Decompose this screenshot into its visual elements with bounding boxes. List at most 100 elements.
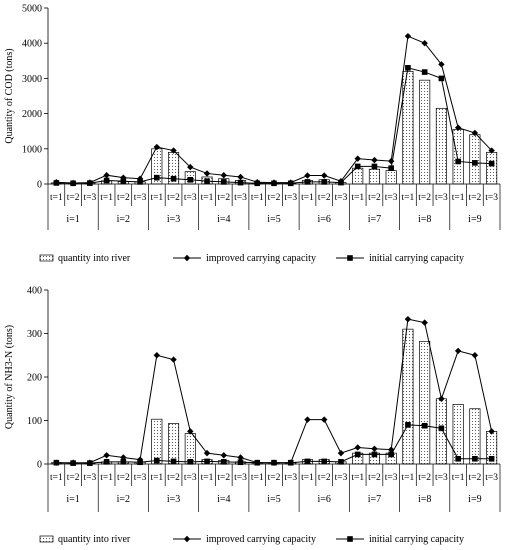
point-improved-carrying-capacity <box>354 444 361 451</box>
x-group-label: i=3 <box>167 494 180 505</box>
point-initial-carrying-capacity <box>304 179 311 185</box>
point-initial-carrying-capacity <box>170 175 177 182</box>
x-tick-label-t: t=2 <box>268 473 281 483</box>
point-initial-carrying-capacity <box>405 422 411 428</box>
x-tick-label-t: t=3 <box>435 193 448 203</box>
point-improved-carrying-capacity <box>203 170 211 177</box>
point-improved-carrying-capacity <box>237 173 244 181</box>
point-initial-carrying-capacity <box>287 459 294 466</box>
x-tick-label-t: t=2 <box>117 473 130 483</box>
x-tick-label-t: t=2 <box>268 193 281 203</box>
y-tick-label: 5000 <box>22 4 42 15</box>
point-initial-carrying-capacity <box>304 458 311 465</box>
point-initial-carrying-capacity <box>455 455 461 462</box>
point-initial-carrying-capacity <box>287 180 294 187</box>
point-improved-carrying-capacity <box>421 319 428 326</box>
point-initial-carrying-capacity <box>103 459 110 465</box>
y-tick-label: 1000 <box>22 144 42 155</box>
point-improved-carrying-capacity <box>304 416 311 423</box>
point-improved-carrying-capacity <box>387 157 395 165</box>
bar-quantity-into-river <box>435 398 447 465</box>
x-tick-label-t: t=2 <box>418 193 431 203</box>
y-tick-label: 100 <box>27 416 42 427</box>
bar-quantity-into-river <box>435 107 447 185</box>
point-improved-carrying-capacity <box>354 155 361 162</box>
x-tick-label-t: t=1 <box>402 193 415 203</box>
bar-quantity-into-river <box>469 408 481 465</box>
bar-quantity-into-river <box>452 404 464 465</box>
point-improved-carrying-capacity <box>321 416 328 423</box>
point-improved-carrying-capacity <box>321 172 328 179</box>
point-initial-carrying-capacity <box>170 458 177 465</box>
point-initial-carrying-capacity <box>103 177 110 184</box>
x-tick-label-t: t=2 <box>469 193 482 203</box>
bar-quantity-into-river <box>368 168 380 185</box>
point-initial-carrying-capacity <box>388 165 394 171</box>
point-initial-carrying-capacity <box>87 460 93 466</box>
point-improved-carrying-capacity <box>153 143 161 151</box>
point-improved-carrying-capacity <box>220 452 227 459</box>
point-initial-carrying-capacity <box>137 179 143 185</box>
x-tick-label-t: t=3 <box>435 473 448 483</box>
y-tick-label: 200 <box>27 373 42 384</box>
point-improved-carrying-capacity <box>371 156 378 164</box>
point-improved-carrying-capacity <box>404 32 412 40</box>
bar-quantity-into-river <box>469 134 481 185</box>
point-initial-carrying-capacity <box>371 163 378 170</box>
x-tick-label-t: t=1 <box>301 193 314 203</box>
point-initial-carrying-capacity <box>405 65 411 71</box>
y-axis-label: Quantity of NH3-N (tons) <box>4 325 15 429</box>
point-initial-carrying-capacity <box>354 163 361 170</box>
point-initial-carrying-capacity <box>354 451 361 458</box>
point-initial-carrying-capacity <box>321 179 328 185</box>
legend-marker-square <box>347 255 353 261</box>
legend-marker-diamond <box>183 254 191 262</box>
point-initial-carrying-capacity <box>254 180 261 187</box>
point-initial-carrying-capacity <box>154 457 160 464</box>
point-initial-carrying-capacity <box>271 459 277 466</box>
point-initial-carrying-capacity <box>321 458 328 465</box>
x-tick-label-t: t=2 <box>368 193 381 203</box>
x-tick-label-t: t=3 <box>284 473 297 483</box>
x-tick-label-t: t=2 <box>318 193 331 203</box>
point-initial-carrying-capacity <box>438 425 445 432</box>
point-improved-carrying-capacity <box>488 428 495 435</box>
y-tick-label: 3000 <box>22 74 42 85</box>
x-tick-label-t: t=1 <box>100 473 113 483</box>
x-group-label: i=5 <box>267 494 280 505</box>
point-improved-carrying-capacity <box>220 172 227 179</box>
point-initial-carrying-capacity <box>421 422 428 429</box>
point-improved-carrying-capacity <box>170 147 177 154</box>
legend-label: improved carrying capacity <box>206 534 316 545</box>
bar-quantity-into-river <box>151 418 163 465</box>
x-tick-label-t: t=3 <box>335 193 348 203</box>
point-initial-carrying-capacity <box>472 160 478 166</box>
point-improved-carrying-capacity <box>471 129 479 137</box>
x-tick-label-t: t=1 <box>251 473 264 483</box>
bar-quantity-into-river <box>452 129 464 185</box>
legend-label: initial carrying capacity <box>369 253 464 264</box>
x-group-label: i=6 <box>318 494 331 505</box>
x-group-label: i=6 <box>318 214 331 225</box>
bar-quantity-into-river <box>385 170 397 185</box>
bar-quantity-into-river <box>168 423 180 465</box>
legend-label: improved carrying capacity <box>206 253 316 264</box>
legend-label: quantity into river <box>58 534 131 545</box>
point-initial-carrying-capacity <box>120 459 127 465</box>
point-improved-carrying-capacity <box>337 449 345 457</box>
point-improved-carrying-capacity <box>187 428 194 435</box>
point-improved-carrying-capacity <box>103 172 110 179</box>
bar-quantity-into-river <box>419 79 431 185</box>
legend-label: initial carrying capacity <box>369 534 464 545</box>
point-improved-carrying-capacity <box>471 352 479 359</box>
point-improved-carrying-capacity <box>170 356 177 363</box>
point-initial-carrying-capacity <box>338 459 344 465</box>
x-group-label: i=9 <box>468 214 481 225</box>
point-initial-carrying-capacity <box>488 160 495 167</box>
x-tick-label-t: t=1 <box>351 193 364 203</box>
x-tick-label-t: t=2 <box>167 473 180 483</box>
x-group-label: i=5 <box>267 214 280 225</box>
x-tick-label-t: t=1 <box>351 473 364 483</box>
point-improved-carrying-capacity <box>304 172 311 179</box>
